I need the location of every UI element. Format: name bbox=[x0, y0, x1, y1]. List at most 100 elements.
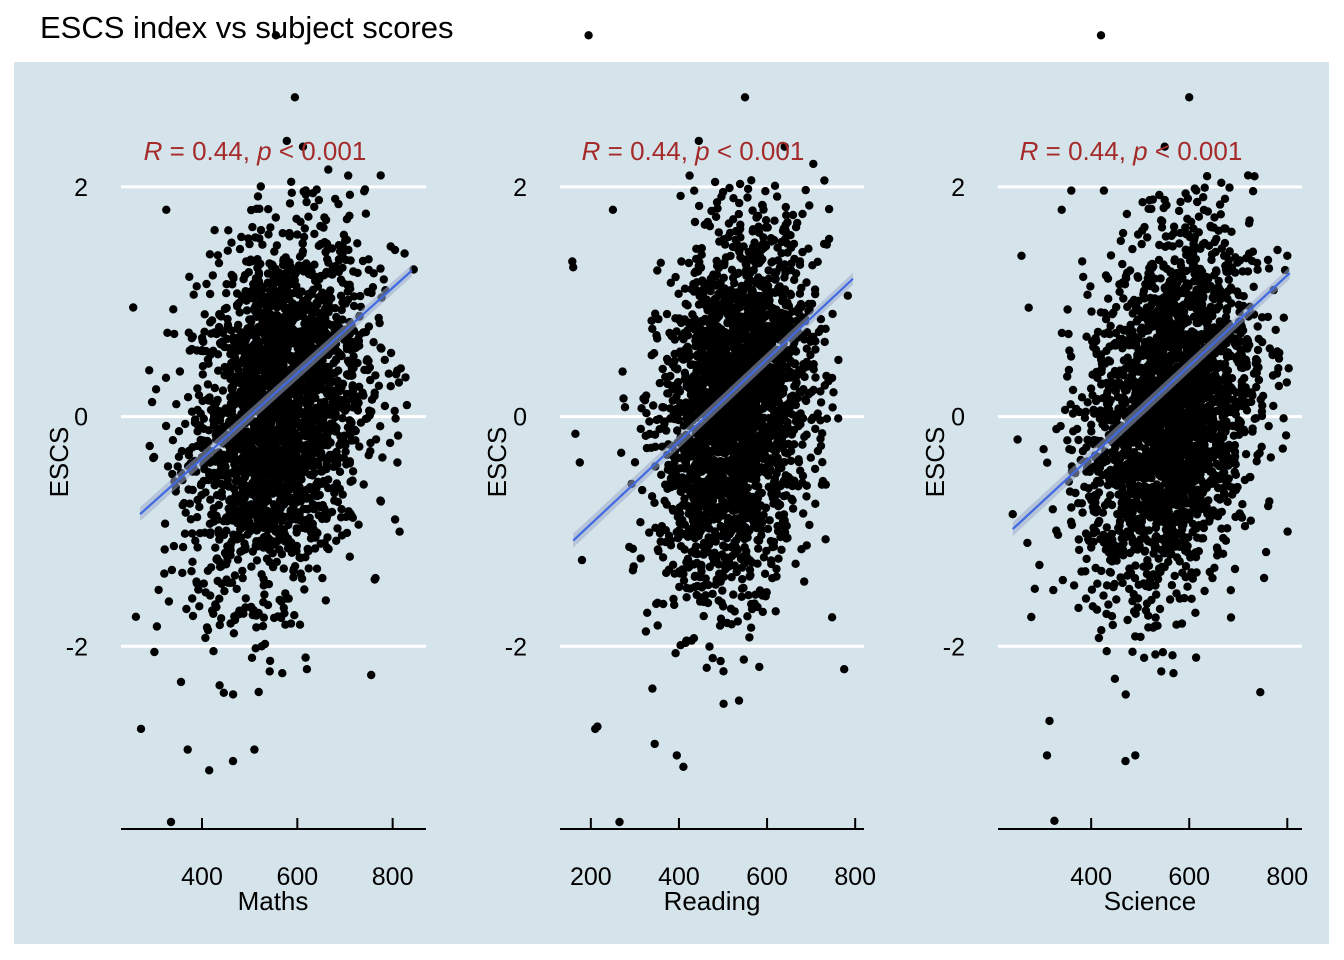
data-point bbox=[265, 656, 275, 666]
data-point bbox=[206, 530, 215, 539]
data-point bbox=[829, 388, 838, 397]
data-point bbox=[307, 308, 317, 318]
data-point bbox=[349, 391, 358, 400]
data-point bbox=[753, 602, 762, 612]
data-point bbox=[322, 459, 331, 469]
data-point bbox=[192, 577, 201, 586]
data-point bbox=[341, 441, 350, 450]
data-point bbox=[178, 542, 188, 552]
data-point bbox=[305, 493, 315, 503]
data-point bbox=[754, 222, 763, 231]
data-point bbox=[729, 590, 738, 599]
data-point bbox=[690, 268, 699, 278]
data-point bbox=[394, 378, 404, 387]
data-point bbox=[176, 677, 186, 687]
data-point bbox=[259, 613, 268, 622]
data-point bbox=[680, 328, 690, 338]
data-point bbox=[259, 543, 268, 552]
data-point bbox=[324, 383, 333, 392]
data-point bbox=[199, 579, 208, 588]
data-point bbox=[648, 684, 657, 693]
data-point bbox=[229, 629, 239, 638]
data-point bbox=[290, 270, 300, 279]
data-point bbox=[276, 524, 285, 533]
data-point bbox=[786, 290, 796, 300]
x-axis-title: Maths bbox=[238, 886, 309, 916]
data-point bbox=[791, 559, 800, 568]
data-point bbox=[669, 464, 678, 473]
data-point bbox=[748, 206, 757, 215]
data-point bbox=[253, 192, 263, 201]
data-point bbox=[651, 442, 660, 451]
data-point bbox=[223, 542, 232, 551]
data-point bbox=[250, 745, 259, 754]
data-point bbox=[724, 219, 734, 228]
data-point bbox=[697, 250, 706, 259]
data-point bbox=[744, 591, 753, 600]
data-point bbox=[335, 467, 345, 476]
data-point bbox=[320, 238, 329, 247]
data-point bbox=[766, 536, 776, 546]
data-point bbox=[777, 249, 786, 258]
data-point bbox=[278, 229, 287, 238]
data-point bbox=[252, 556, 262, 565]
data-point bbox=[264, 580, 274, 589]
data-point bbox=[767, 559, 776, 569]
data-point bbox=[344, 371, 353, 380]
data-point bbox=[209, 647, 218, 656]
data-point bbox=[637, 404, 646, 413]
data-point bbox=[225, 578, 235, 588]
data-point bbox=[680, 284, 690, 293]
data-point bbox=[805, 520, 814, 530]
data-point bbox=[237, 523, 247, 532]
data-point bbox=[248, 257, 257, 266]
data-point bbox=[196, 409, 205, 418]
data-point bbox=[761, 187, 770, 196]
data-point bbox=[670, 569, 679, 578]
data-point bbox=[322, 305, 332, 314]
data-point bbox=[349, 301, 359, 311]
data-point bbox=[279, 564, 288, 573]
data-point bbox=[264, 205, 273, 214]
data-point bbox=[335, 256, 344, 265]
data-point bbox=[172, 400, 181, 409]
data-point bbox=[828, 403, 837, 412]
data-point bbox=[619, 394, 628, 403]
data-point bbox=[208, 271, 217, 280]
data-point bbox=[692, 278, 701, 287]
data-point bbox=[160, 545, 169, 554]
data-point bbox=[337, 305, 346, 315]
data-point bbox=[696, 337, 705, 346]
data-point bbox=[285, 261, 295, 271]
data-point bbox=[297, 574, 307, 583]
data-point bbox=[304, 547, 313, 556]
data-point bbox=[390, 515, 400, 524]
data-point bbox=[230, 353, 240, 362]
data-point bbox=[327, 320, 336, 330]
data-point bbox=[336, 275, 346, 284]
y-tick-label: 0 bbox=[74, 404, 88, 432]
data-point bbox=[319, 271, 329, 280]
data-point bbox=[309, 486, 318, 495]
data-point bbox=[194, 585, 203, 594]
data-point bbox=[767, 489, 776, 498]
data-point bbox=[705, 642, 714, 651]
data-point bbox=[223, 246, 232, 255]
data-point bbox=[269, 334, 279, 344]
data-point bbox=[356, 291, 365, 301]
data-point bbox=[679, 576, 689, 585]
x-tick-label: 600 bbox=[276, 863, 318, 891]
data-point bbox=[248, 294, 257, 303]
data-point bbox=[217, 455, 226, 465]
data-point bbox=[292, 439, 301, 449]
data-point bbox=[338, 263, 347, 272]
data-point bbox=[820, 176, 829, 185]
data-point bbox=[254, 270, 264, 279]
data-point bbox=[769, 315, 778, 324]
data-point bbox=[258, 240, 267, 249]
data-point bbox=[708, 653, 717, 663]
data-point bbox=[676, 191, 685, 201]
data-point bbox=[658, 364, 667, 374]
data-point bbox=[177, 446, 187, 456]
data-point bbox=[345, 430, 354, 440]
